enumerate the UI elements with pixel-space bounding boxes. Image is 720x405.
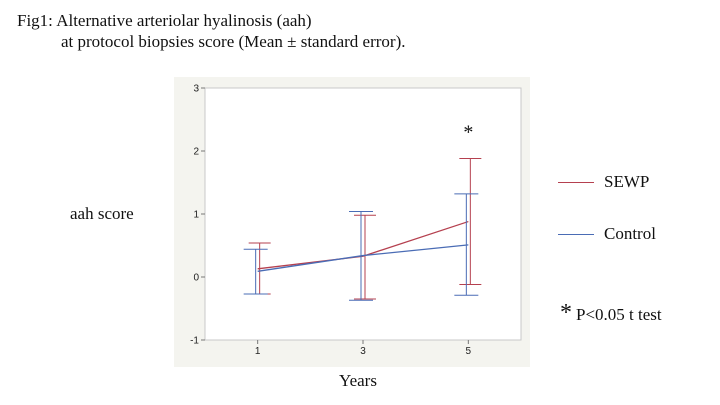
legend-label-sewp: SEWP bbox=[604, 172, 650, 191]
y-axis-label: aah score bbox=[70, 204, 134, 223]
series-line-control bbox=[257, 244, 469, 272]
x-tick-label: 1 bbox=[255, 346, 261, 357]
legend-label-control: Control bbox=[604, 224, 656, 243]
y-tick-label: 3 bbox=[193, 84, 199, 95]
x-tick-label: 3 bbox=[360, 346, 366, 357]
legend-swatch-control bbox=[558, 233, 594, 235]
legend-swatch-sewp bbox=[558, 181, 594, 183]
x-axis-label: Years bbox=[339, 371, 377, 390]
significance-text: P<0.05 t test bbox=[576, 305, 662, 324]
significance-asterisk: * bbox=[463, 121, 473, 143]
plot-area bbox=[204, 87, 522, 341]
y-tick-label: 2 bbox=[193, 147, 199, 158]
y-tick-label: -1 bbox=[190, 336, 199, 347]
y-tick-label: 0 bbox=[193, 273, 199, 284]
title-line-2: at protocol biopsies score (Mean ± stand… bbox=[61, 32, 406, 51]
figure-title: Fig1: Alternative arteriolar hyalinosis … bbox=[17, 10, 406, 52]
x-tick-label: 5 bbox=[466, 346, 472, 357]
significance-star: * bbox=[560, 300, 572, 326]
y-tick-label: 1 bbox=[193, 210, 199, 221]
legend-item-control: Control bbox=[558, 224, 656, 244]
legend-item-sewp: SEWP bbox=[558, 172, 649, 192]
title-line-1: Fig1: Alternative arteriolar hyalinosis … bbox=[17, 11, 312, 30]
significance-note: * P<0.05 t test bbox=[560, 300, 662, 327]
